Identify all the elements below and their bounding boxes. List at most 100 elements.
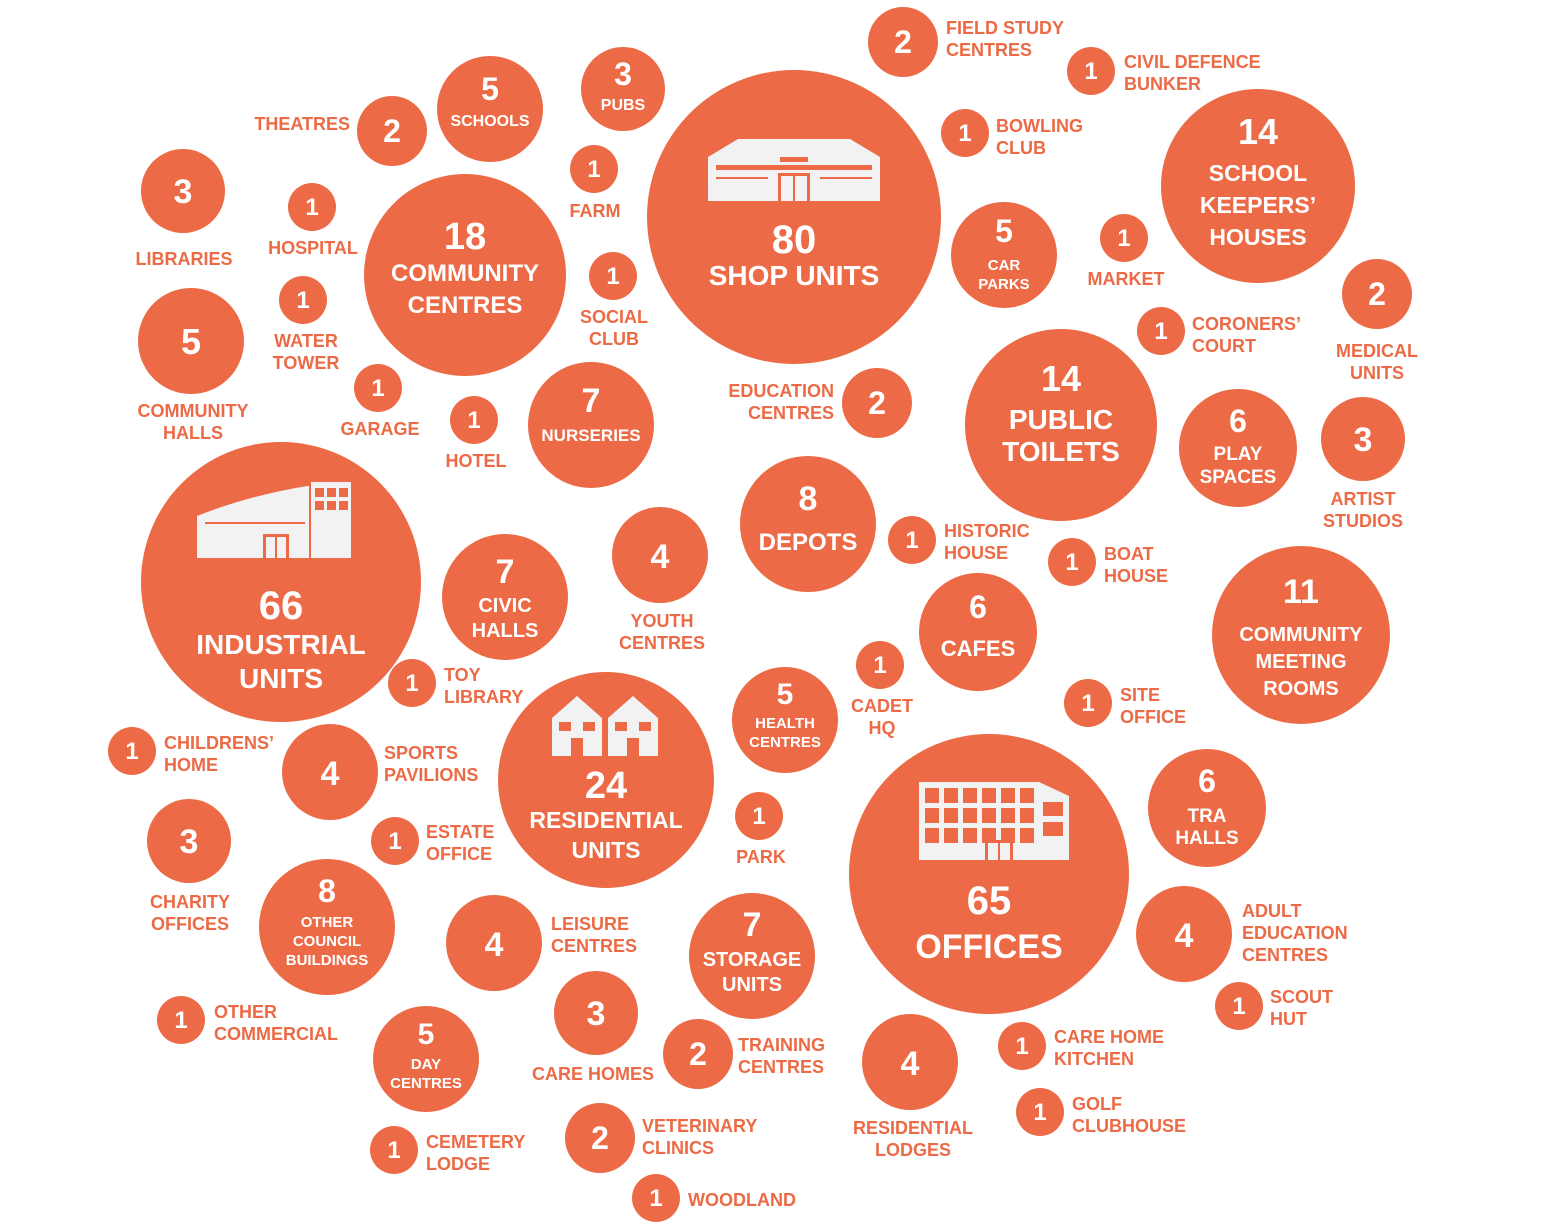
bubble-label: HISTORIC HOUSE: [944, 521, 1030, 563]
bubble-circle: [437, 56, 543, 162]
bubble-value: 3: [1354, 421, 1373, 459]
bubble-water-tower: 1 WATER TOWER: [273, 276, 339, 373]
bubble-other-commercial: 1 OTHER COMMERCIAL: [157, 996, 338, 1044]
bubble-label: THEATRES: [254, 114, 350, 134]
bubble-circle: [735, 792, 783, 840]
bubble-circle: [570, 145, 618, 193]
bubble-bowling-club: 1 BOWLING CLUB: [941, 109, 1083, 158]
bubble-value: 3: [614, 56, 632, 92]
bubble-value: 3: [180, 823, 199, 861]
bubble-cemetery-lodge: 1 CEMETERY LODGE: [370, 1126, 525, 1174]
bubble-sports-pavilions: 4 SPORTS PAVILIONS: [282, 724, 478, 820]
bubble-value: 5: [481, 71, 499, 107]
bubble-social-club: 1 SOCIAL CLUB: [580, 252, 648, 349]
bubble-label: BOWLING CLUB: [996, 116, 1083, 158]
bubble-label: GOLF CLUBHOUSE: [1072, 1094, 1186, 1136]
bubble-value: 1: [467, 407, 480, 434]
bubble-value: 4: [651, 538, 670, 576]
bubble-label: COMMUNITY CENTRES: [391, 260, 539, 319]
bubble-label: HOTEL: [446, 451, 507, 471]
bubble-label: MEDICAL UNITS: [1336, 341, 1418, 383]
bubble-label: FARM: [570, 201, 621, 221]
bubble-label: RESIDENTIAL LODGES: [853, 1118, 973, 1160]
bubble-childrens-home: 1 CHILDRENS’ HOME: [108, 727, 274, 775]
bubble-circle: [288, 183, 336, 231]
bubble-label: TRAINING CENTRES: [738, 1035, 825, 1077]
bubble-value: 1: [873, 652, 886, 679]
bubble-value: 5: [777, 678, 794, 711]
bubble-label: OTHER COMMERCIAL: [214, 1002, 338, 1044]
bubble-residential-lodges: 4 RESIDENTIAL LODGES: [853, 1014, 973, 1160]
bubble-label: CAFES: [941, 636, 1016, 661]
bubble-circle: [279, 276, 327, 324]
bubble-label: VETERINARY CLINICS: [642, 1116, 757, 1158]
bubble-label: ESTATE OFFICE: [426, 822, 494, 864]
bubble-value: 1: [174, 1007, 187, 1034]
bubble-label: CAR PARKS: [978, 257, 1029, 293]
bubble-value: 7: [496, 553, 515, 591]
bubble-youth-centres: 4 YOUTH CENTRES: [612, 507, 708, 653]
bubble-coroners-court: 1 CORONERS’ COURT: [1137, 307, 1301, 356]
bubble-label: SCOUT HUT: [1270, 987, 1333, 1029]
bubble-value: 8: [318, 873, 336, 909]
bubble-label: CARE HOMES: [532, 1064, 654, 1084]
bubble-civil-defence-bunker: 1 CIVIL DEFENCE BUNKER: [1067, 47, 1261, 95]
bubble-value: 5: [995, 213, 1013, 249]
bubble-label: YOUTH CENTRES: [619, 611, 705, 653]
bubble-farm: 1 FARM: [570, 145, 621, 221]
bubble-label: INDUSTRIAL UNITS: [196, 629, 366, 694]
bubble-community-meeting-rooms: 11 COMMUNITY MEETING ROOMS: [1212, 546, 1390, 724]
bubble-scout-hut: 1 SCOUT HUT: [1215, 982, 1333, 1030]
bubble-value: 8: [799, 480, 818, 518]
bubble-historic-house: 1 HISTORIC HOUSE: [888, 516, 1030, 564]
bubble-boat-house: 1 BOAT HOUSE: [1048, 538, 1168, 586]
bubble-label: SOCIAL CLUB: [580, 307, 648, 349]
bubble-circle: [373, 1006, 479, 1112]
bubble-estate-office: 1 ESTATE OFFICE: [371, 817, 494, 865]
bubble-circle: [528, 362, 654, 488]
bubble-circle: [157, 996, 205, 1044]
bubble-garage: 1 GARAGE: [340, 364, 420, 439]
bubble-label: CEMETERY LODGE: [426, 1132, 525, 1174]
bubble-circle: [965, 329, 1157, 521]
bubble-market: 1 MARKET: [1088, 214, 1165, 289]
bubble-label: SPORTS PAVILIONS: [384, 743, 478, 785]
bubble-label: SCHOOLS: [450, 113, 529, 130]
bubble-value: 7: [582, 382, 601, 420]
bubble-value: 1: [752, 803, 765, 830]
bubble-golf-clubhouse: 1 GOLF CLUBHOUSE: [1016, 1088, 1186, 1136]
bubble-schools: 5 SCHOOLS: [437, 56, 543, 162]
bubble-veterinary-clinics: 2 VETERINARY CLINICS: [565, 1103, 757, 1173]
bubble-circle: [354, 364, 402, 412]
bubble-play-spaces: 6 PLAY SPACES: [1179, 389, 1297, 507]
bubble-value: 1: [958, 120, 971, 147]
bubble-cafes: 6 CAFES: [919, 573, 1037, 691]
bubble-label: MARKET: [1088, 269, 1165, 289]
bubble-value: 80: [772, 218, 817, 262]
bubble-label: PUBLIC TOILETS: [1002, 404, 1120, 467]
bubble-circle: [147, 799, 231, 883]
bubble-other-council-buildings: 8 OTHER COUNCIL BUILDINGS: [259, 859, 395, 995]
bubble-value: 4: [321, 755, 340, 793]
bubble-value: 2: [591, 1120, 609, 1156]
bubble-value: 2: [689, 1036, 707, 1072]
bubble-circle: [371, 817, 419, 865]
bubble-label: SHOP UNITS: [709, 260, 880, 291]
bubble-label: OFFICES: [915, 928, 1062, 966]
bubble-value: 14: [1238, 111, 1278, 152]
bubble-value: 5: [418, 1018, 435, 1051]
bubble-circle: [1212, 546, 1390, 724]
bubble-label: BOAT HOUSE: [1104, 544, 1168, 586]
bubble-circle: [1100, 214, 1148, 262]
bubble-value: 1: [649, 1185, 662, 1212]
bubble-label: STORAGE UNITS: [703, 949, 802, 996]
bubble-public-toilets: 14 PUBLIC TOILETS: [965, 329, 1157, 521]
bubble-label: COMMUNITY MEETING ROOMS: [1239, 624, 1363, 700]
bubble-label: TRA HALLS: [1175, 806, 1238, 849]
bubble-value: 1: [1081, 690, 1094, 717]
bubble-value: 2: [894, 24, 912, 60]
bubble-theatres: 2 THEATRES: [254, 96, 427, 166]
